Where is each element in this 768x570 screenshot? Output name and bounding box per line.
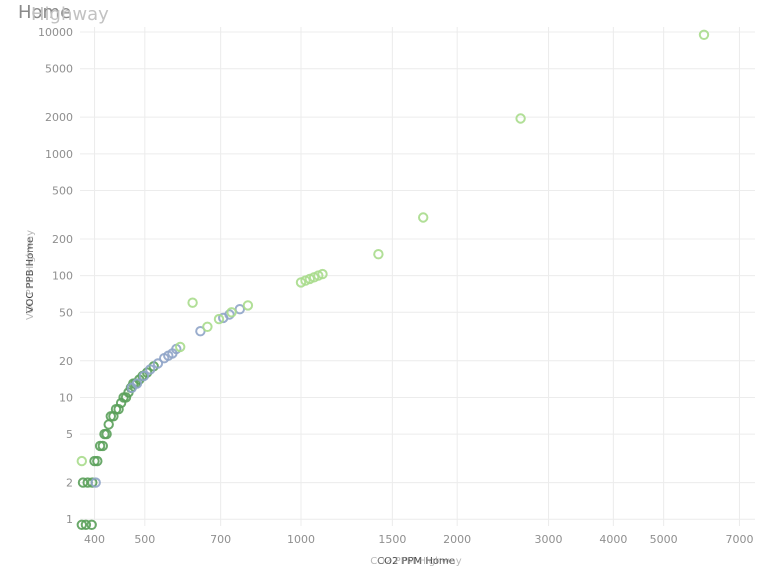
- data-points: [76, 29, 710, 530]
- y-tick-label: 100: [52, 270, 73, 283]
- y-tick-label: 500: [52, 185, 73, 198]
- scatter-point: [138, 370, 150, 382]
- y-tick-label: 5000: [45, 63, 73, 76]
- x-axis-label-highway: CO2 PPM Highway: [370, 556, 462, 567]
- x-tick-label: 1500: [378, 533, 406, 546]
- scatter-point: [187, 297, 198, 308]
- y-tick-labels: 1 2 5 10 20 50 100 200 500 1000 2000 5000 10000: [38, 26, 73, 526]
- x-tick-label: 2000: [443, 533, 471, 546]
- scatter-point: [698, 29, 710, 40]
- y-tick-label: 10000: [38, 26, 73, 39]
- x-tick-label: 700: [210, 533, 231, 546]
- scatter-point: [418, 212, 429, 223]
- x-tick-labels: 400 500 700 1000 1500 2000 3000 4000 5000 7000: [84, 533, 753, 546]
- scatter-point: [90, 477, 101, 488]
- y-tick-label: 20: [59, 355, 73, 368]
- y-tick-label: 2000: [45, 111, 73, 124]
- x-axis-label-home: CO2 PPM Home: [377, 556, 455, 567]
- y-tick-label: 50: [59, 306, 73, 319]
- scatter-point: [195, 326, 206, 337]
- x-tick-label: 4000: [599, 533, 627, 546]
- scatter-point: [86, 519, 97, 530]
- scatter-point: [145, 364, 156, 375]
- scatter-point: [175, 341, 186, 353]
- chart-title-home: Home: [18, 2, 72, 23]
- scatter-point: [202, 321, 213, 332]
- y-tick-label: 1000: [45, 148, 73, 161]
- x-tick-label: 7000: [725, 533, 753, 546]
- y-axis-label-highway: VOC PPB Highway: [25, 230, 36, 320]
- scatter-point: [76, 519, 88, 530]
- scatter-point: [317, 268, 328, 280]
- scatter-point: [224, 309, 235, 320]
- y-tick-label: 1: [66, 513, 73, 526]
- scatter-point: [242, 300, 254, 311]
- y-tick-label: 10: [59, 391, 73, 404]
- y-tick-label: 5: [66, 428, 73, 441]
- y-tick-label: 2: [66, 477, 73, 490]
- scatter-point: [103, 419, 114, 430]
- x-tick-label: 3000: [535, 533, 563, 546]
- scatter-point: [113, 404, 124, 415]
- scatter-point: [131, 378, 143, 389]
- scatter-point: [213, 313, 225, 325]
- x-tick-label: 5000: [650, 533, 678, 546]
- chart-title-highway: Highway: [31, 4, 109, 25]
- scatter-point: [76, 455, 88, 467]
- grid-lines: [80, 27, 755, 526]
- scatter-point: [92, 455, 103, 467]
- scatter-point: [515, 113, 526, 124]
- x-tick-label: 1000: [287, 533, 315, 546]
- x-tick-label: 400: [84, 533, 105, 546]
- y-tick-label: 200: [52, 233, 73, 246]
- scatter-point: [373, 249, 384, 260]
- scatter-point: [152, 358, 164, 369]
- scatter-point: [120, 392, 132, 403]
- scatter-point: [97, 440, 109, 452]
- scatter-point: [101, 428, 112, 440]
- scatter-point: [226, 307, 237, 318]
- y-axis-label-home: VOC PPB Home: [25, 237, 36, 313]
- scatter-point: [87, 477, 98, 488]
- scatter-point: [80, 519, 92, 530]
- x-tick-label: 500: [134, 533, 155, 546]
